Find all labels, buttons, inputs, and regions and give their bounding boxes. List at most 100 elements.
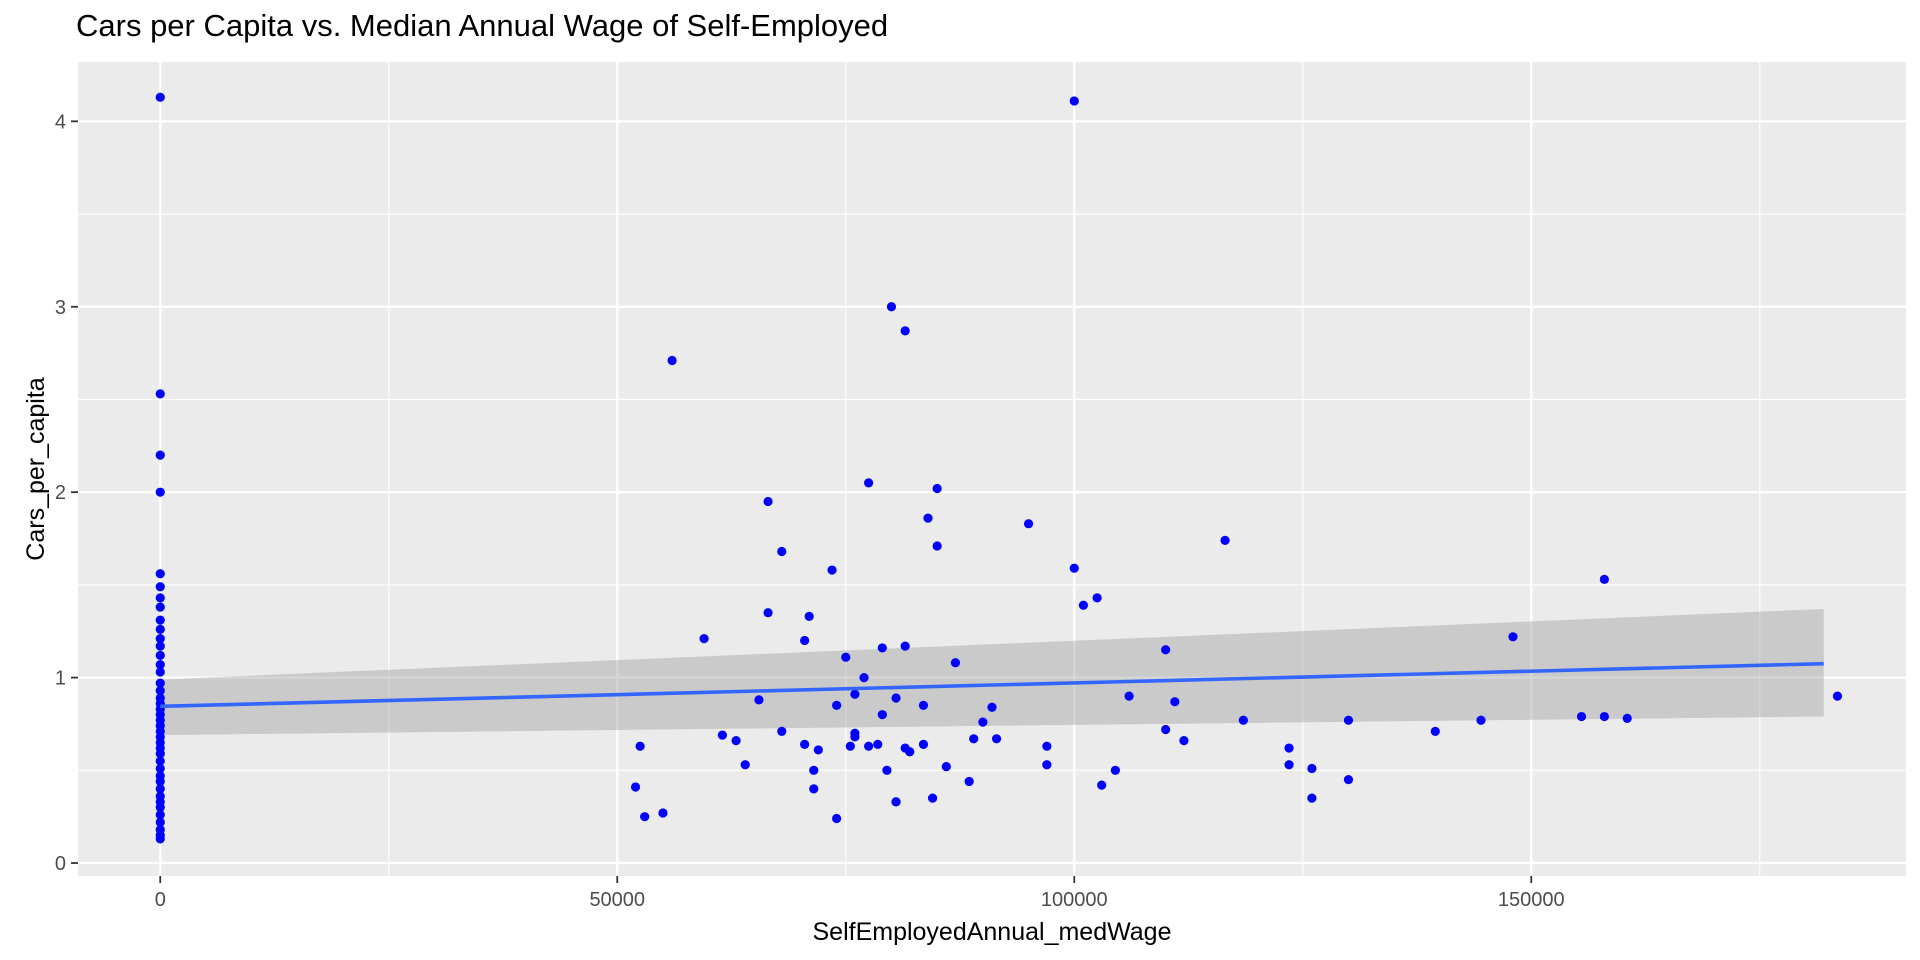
y-tick-label: 0 <box>55 853 66 875</box>
x-tick-label: 100000 <box>1041 889 1108 911</box>
data-point <box>777 726 787 736</box>
data-point <box>155 624 165 634</box>
data-point <box>155 450 165 460</box>
data-point <box>1179 736 1189 746</box>
data-point <box>155 641 165 651</box>
data-point <box>877 710 887 720</box>
data-point <box>155 834 165 844</box>
data-point <box>859 672 869 683</box>
data-point <box>923 513 933 523</box>
data-point <box>964 776 974 787</box>
data-point <box>763 608 773 618</box>
data-point <box>1042 741 1052 751</box>
data-point <box>809 765 819 775</box>
data-point <box>1284 760 1294 770</box>
data-point <box>155 602 165 612</box>
data-point <box>1343 774 1354 785</box>
data-point <box>630 782 641 792</box>
data-point <box>991 734 1002 744</box>
data-point <box>155 763 165 774</box>
data-point <box>1092 593 1102 603</box>
data-point <box>155 784 165 794</box>
data-point <box>155 749 165 759</box>
data-point <box>155 634 165 644</box>
x-axis-title: SelfEmployedAnnual_medWage <box>812 918 1171 946</box>
y-tick-label: 2 <box>55 482 66 504</box>
data-point <box>763 496 773 507</box>
data-point <box>1343 715 1354 725</box>
data-point <box>1097 780 1107 790</box>
data-point <box>827 565 837 575</box>
data-point <box>850 689 860 699</box>
data-point <box>640 812 650 822</box>
data-point <box>850 732 860 742</box>
data-point <box>1307 793 1317 803</box>
data-point <box>864 741 874 751</box>
data-point <box>1508 632 1518 642</box>
data-point <box>1078 600 1088 610</box>
axes: 0 50000 100000 150000 0 1 2 3 4 <box>55 111 1565 911</box>
data-point <box>1170 697 1180 707</box>
data-point <box>882 765 892 775</box>
data-point <box>155 678 165 688</box>
data-point <box>813 745 823 755</box>
data-point <box>754 695 764 705</box>
data-point <box>1220 535 1230 545</box>
chart-title: Cars per Capita vs. Median Annual Wage o… <box>76 8 889 43</box>
data-point <box>155 756 165 766</box>
data-point <box>155 582 165 592</box>
data-point <box>1161 724 1171 735</box>
data-point <box>717 730 727 740</box>
data-point <box>809 784 819 794</box>
data-point <box>1124 691 1134 701</box>
data-point <box>932 483 942 494</box>
data-point <box>1238 715 1248 725</box>
data-point <box>155 389 165 399</box>
data-point <box>155 593 165 603</box>
data-point <box>155 817 165 827</box>
data-point <box>155 685 165 696</box>
data-point <box>832 813 842 824</box>
data-point <box>877 643 887 653</box>
data-point <box>1599 574 1609 584</box>
data-point <box>1307 763 1317 774</box>
data-point <box>804 611 814 622</box>
data-point <box>1832 691 1843 701</box>
data-point <box>1161 645 1171 655</box>
data-point <box>1476 715 1486 725</box>
data-point <box>932 541 942 551</box>
data-point <box>1069 563 1079 573</box>
data-point <box>777 546 787 557</box>
data-point <box>1284 743 1294 753</box>
plot-panel <box>78 62 1906 876</box>
data-point <box>987 702 997 712</box>
x-tick-label: 0 <box>155 889 166 911</box>
data-point <box>1576 711 1587 722</box>
data-point <box>155 569 165 579</box>
data-point <box>155 92 165 102</box>
data-point <box>731 736 741 746</box>
data-point <box>845 741 855 751</box>
data-point <box>832 700 842 711</box>
data-point <box>1599 711 1609 722</box>
data-point <box>658 808 668 818</box>
data-point <box>1110 765 1120 775</box>
data-point <box>667 355 677 366</box>
data-point <box>900 326 910 336</box>
data-point <box>155 615 165 625</box>
data-point <box>900 641 910 651</box>
data-point <box>699 634 709 644</box>
y-tick-label: 1 <box>55 668 66 690</box>
data-point <box>155 810 165 820</box>
trend-line-layer <box>160 661 1824 709</box>
data-point <box>1069 96 1079 106</box>
data-point <box>740 760 750 770</box>
data-point <box>1042 760 1052 770</box>
minor-gridlines <box>78 62 1906 876</box>
data-point <box>155 802 165 812</box>
data-point <box>864 478 874 488</box>
y-axis-title: Cars_per_capita <box>22 377 50 561</box>
data-point <box>800 635 810 646</box>
major-gridlines <box>78 62 1906 876</box>
